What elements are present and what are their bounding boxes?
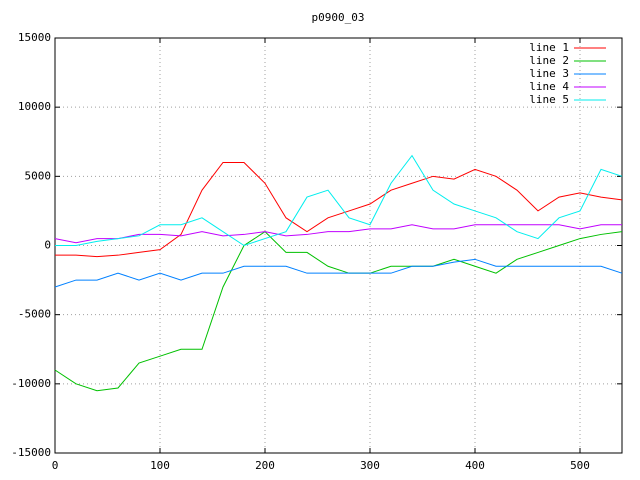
y-tick-label: -5000 bbox=[18, 308, 51, 321]
legend-label: line 4 bbox=[529, 80, 569, 93]
data-line bbox=[54, 231, 623, 392]
y-tick-label: 15000 bbox=[18, 31, 51, 44]
legend-label: line 1 bbox=[529, 41, 569, 54]
y-tick-label: -10000 bbox=[11, 377, 51, 390]
legend-label: line 2 bbox=[529, 54, 569, 67]
x-tick-label: 200 bbox=[255, 459, 275, 472]
data-line bbox=[55, 162, 623, 258]
data-line bbox=[55, 154, 623, 247]
x-tick-label: 300 bbox=[360, 459, 380, 472]
y-tick-label: -15000 bbox=[11, 446, 51, 459]
data-line bbox=[54, 258, 623, 288]
x-tick-label: 500 bbox=[570, 459, 590, 472]
chart-title: p0900_03 bbox=[312, 11, 365, 24]
x-tick-label: 100 bbox=[150, 459, 170, 472]
y-tick-label: 10000 bbox=[18, 100, 51, 113]
y-tick-label: 5000 bbox=[25, 169, 52, 182]
data-line bbox=[54, 224, 622, 244]
x-tick-label: 400 bbox=[465, 459, 485, 472]
legend-label: line 5 bbox=[529, 93, 569, 106]
x-tick-label: 0 bbox=[52, 459, 59, 472]
legend-label: line 3 bbox=[529, 67, 569, 80]
y-tick-label: 0 bbox=[44, 239, 51, 252]
